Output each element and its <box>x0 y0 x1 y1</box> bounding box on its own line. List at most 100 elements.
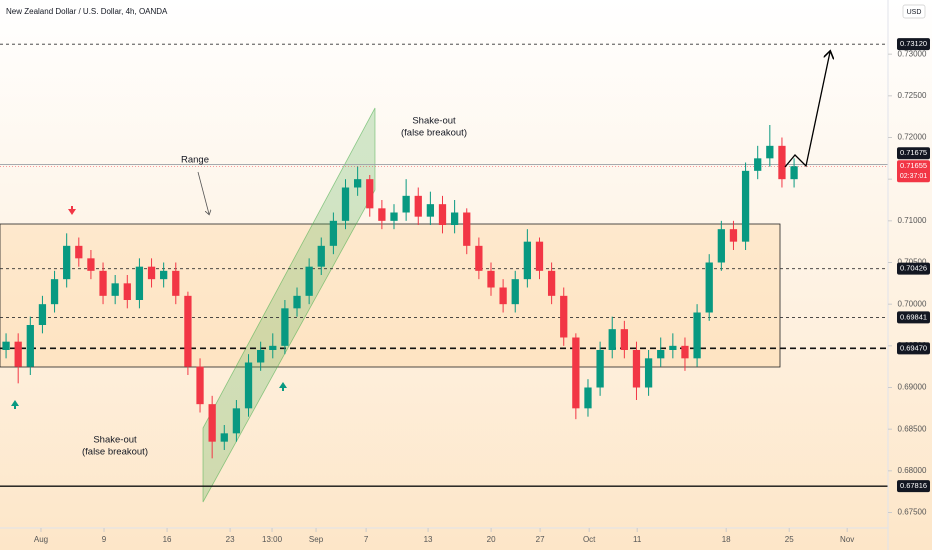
candle-body <box>317 245 325 267</box>
annotation: Range <box>181 155 209 166</box>
y-tick-label: 0.68500 <box>898 424 927 433</box>
candle-body <box>620 329 628 350</box>
candle-body <box>257 350 265 363</box>
level-label: 0.73120 <box>900 39 927 48</box>
x-tick-label: 16 <box>163 535 172 544</box>
candle-body <box>572 337 580 409</box>
candle-body <box>487 270 495 288</box>
candle-body <box>232 408 241 434</box>
candle-body <box>426 204 435 217</box>
candle-body <box>741 170 750 242</box>
candle-body <box>305 266 313 296</box>
candle-body <box>693 312 701 359</box>
candle-body <box>681 345 689 359</box>
x-tick-label: Nov <box>840 535 854 544</box>
level-label-box <box>897 38 930 51</box>
x-tick-label: 20 <box>487 535 496 544</box>
candle-body <box>208 404 216 442</box>
y-tick-label: 0.70000 <box>898 299 927 308</box>
candle-body <box>778 145 786 180</box>
candle-body <box>329 220 338 246</box>
candle-body <box>123 283 131 300</box>
candle-body <box>244 362 253 409</box>
candle-body <box>717 229 725 263</box>
candle-body <box>450 212 459 225</box>
y-tick-label: 0.72500 <box>898 91 927 100</box>
x-tick-label: 9 <box>102 535 107 544</box>
candle-body <box>669 345 677 350</box>
x-tick-label: 18 <box>722 535 731 544</box>
currency-box[interactable] <box>902 4 926 19</box>
buy-arrow <box>279 382 287 391</box>
current-price-box <box>897 160 930 183</box>
candle-body <box>402 195 410 213</box>
candle-body <box>160 270 168 280</box>
annotation: (false breakout) <box>401 128 467 139</box>
candle-body <box>463 212 471 246</box>
candle-body <box>172 270 180 296</box>
x-tick-label: Aug <box>34 535 48 544</box>
candle-body <box>135 266 144 300</box>
level-label-box <box>897 311 930 324</box>
candle-body <box>596 350 604 388</box>
annotation: Shake-out <box>412 116 456 127</box>
candle-body <box>99 270 107 296</box>
y-tick-label: 0.67500 <box>898 508 927 517</box>
level-label: 0.67816 <box>900 481 927 490</box>
candle-body <box>184 295 192 367</box>
candle-body <box>632 350 641 388</box>
candle-body <box>390 212 398 221</box>
x-tick-label: 13 <box>424 535 433 544</box>
y-tick-label: 0.73000 <box>898 49 927 58</box>
candle-body <box>50 279 59 305</box>
currency[interactable]: USD <box>907 9 922 16</box>
candle-body <box>354 179 362 188</box>
x-tick-label: 7 <box>364 535 369 544</box>
y-tick-label: 0.69000 <box>898 383 927 392</box>
candle-body <box>87 258 95 271</box>
candle-body <box>366 179 374 209</box>
candle-body <box>523 241 531 280</box>
candle-body <box>220 433 228 442</box>
candle-body <box>644 358 653 388</box>
countdown: 02:37:01 <box>900 173 927 180</box>
level-label: 0.71675 <box>900 148 927 157</box>
level-label-box <box>897 147 930 160</box>
y-tick-label: 0.68000 <box>898 466 927 475</box>
candle-body <box>378 208 386 221</box>
y-tick-label: 0.70500 <box>898 258 927 267</box>
x-tick-label: 13:00 <box>262 535 283 544</box>
projection-arrow <box>784 52 830 168</box>
annotation: Shake-out <box>93 435 137 446</box>
chart-title: New Zealand Dollar / U.S. Dollar, 4h, OA… <box>6 7 168 16</box>
candle-body <box>475 245 483 271</box>
x-tick-label: Oct <box>583 535 596 544</box>
candle-body <box>14 341 22 367</box>
current-price-label: 0.71655 <box>900 161 927 170</box>
annotation: (false breakout) <box>82 447 148 458</box>
candle-body <box>766 145 774 159</box>
candle-body <box>438 204 447 225</box>
x-tick-label: 23 <box>226 535 235 544</box>
level-label: 0.70426 <box>900 264 927 273</box>
candle-body <box>38 304 47 325</box>
candle-body <box>560 295 568 338</box>
candle-body <box>2 341 10 350</box>
candle-body <box>281 308 289 346</box>
candle-body <box>790 166 798 180</box>
candle-body <box>535 241 544 271</box>
candle-body <box>111 283 119 296</box>
candle-body <box>63 245 71 280</box>
candle-body <box>608 329 616 350</box>
x-tick-label: 25 <box>785 535 794 544</box>
x-tick-label: 11 <box>633 535 642 544</box>
candle-body <box>196 366 204 405</box>
candle-body <box>547 270 556 296</box>
candle-body <box>269 345 277 350</box>
candle-body <box>754 158 762 171</box>
candle-body <box>705 262 713 313</box>
